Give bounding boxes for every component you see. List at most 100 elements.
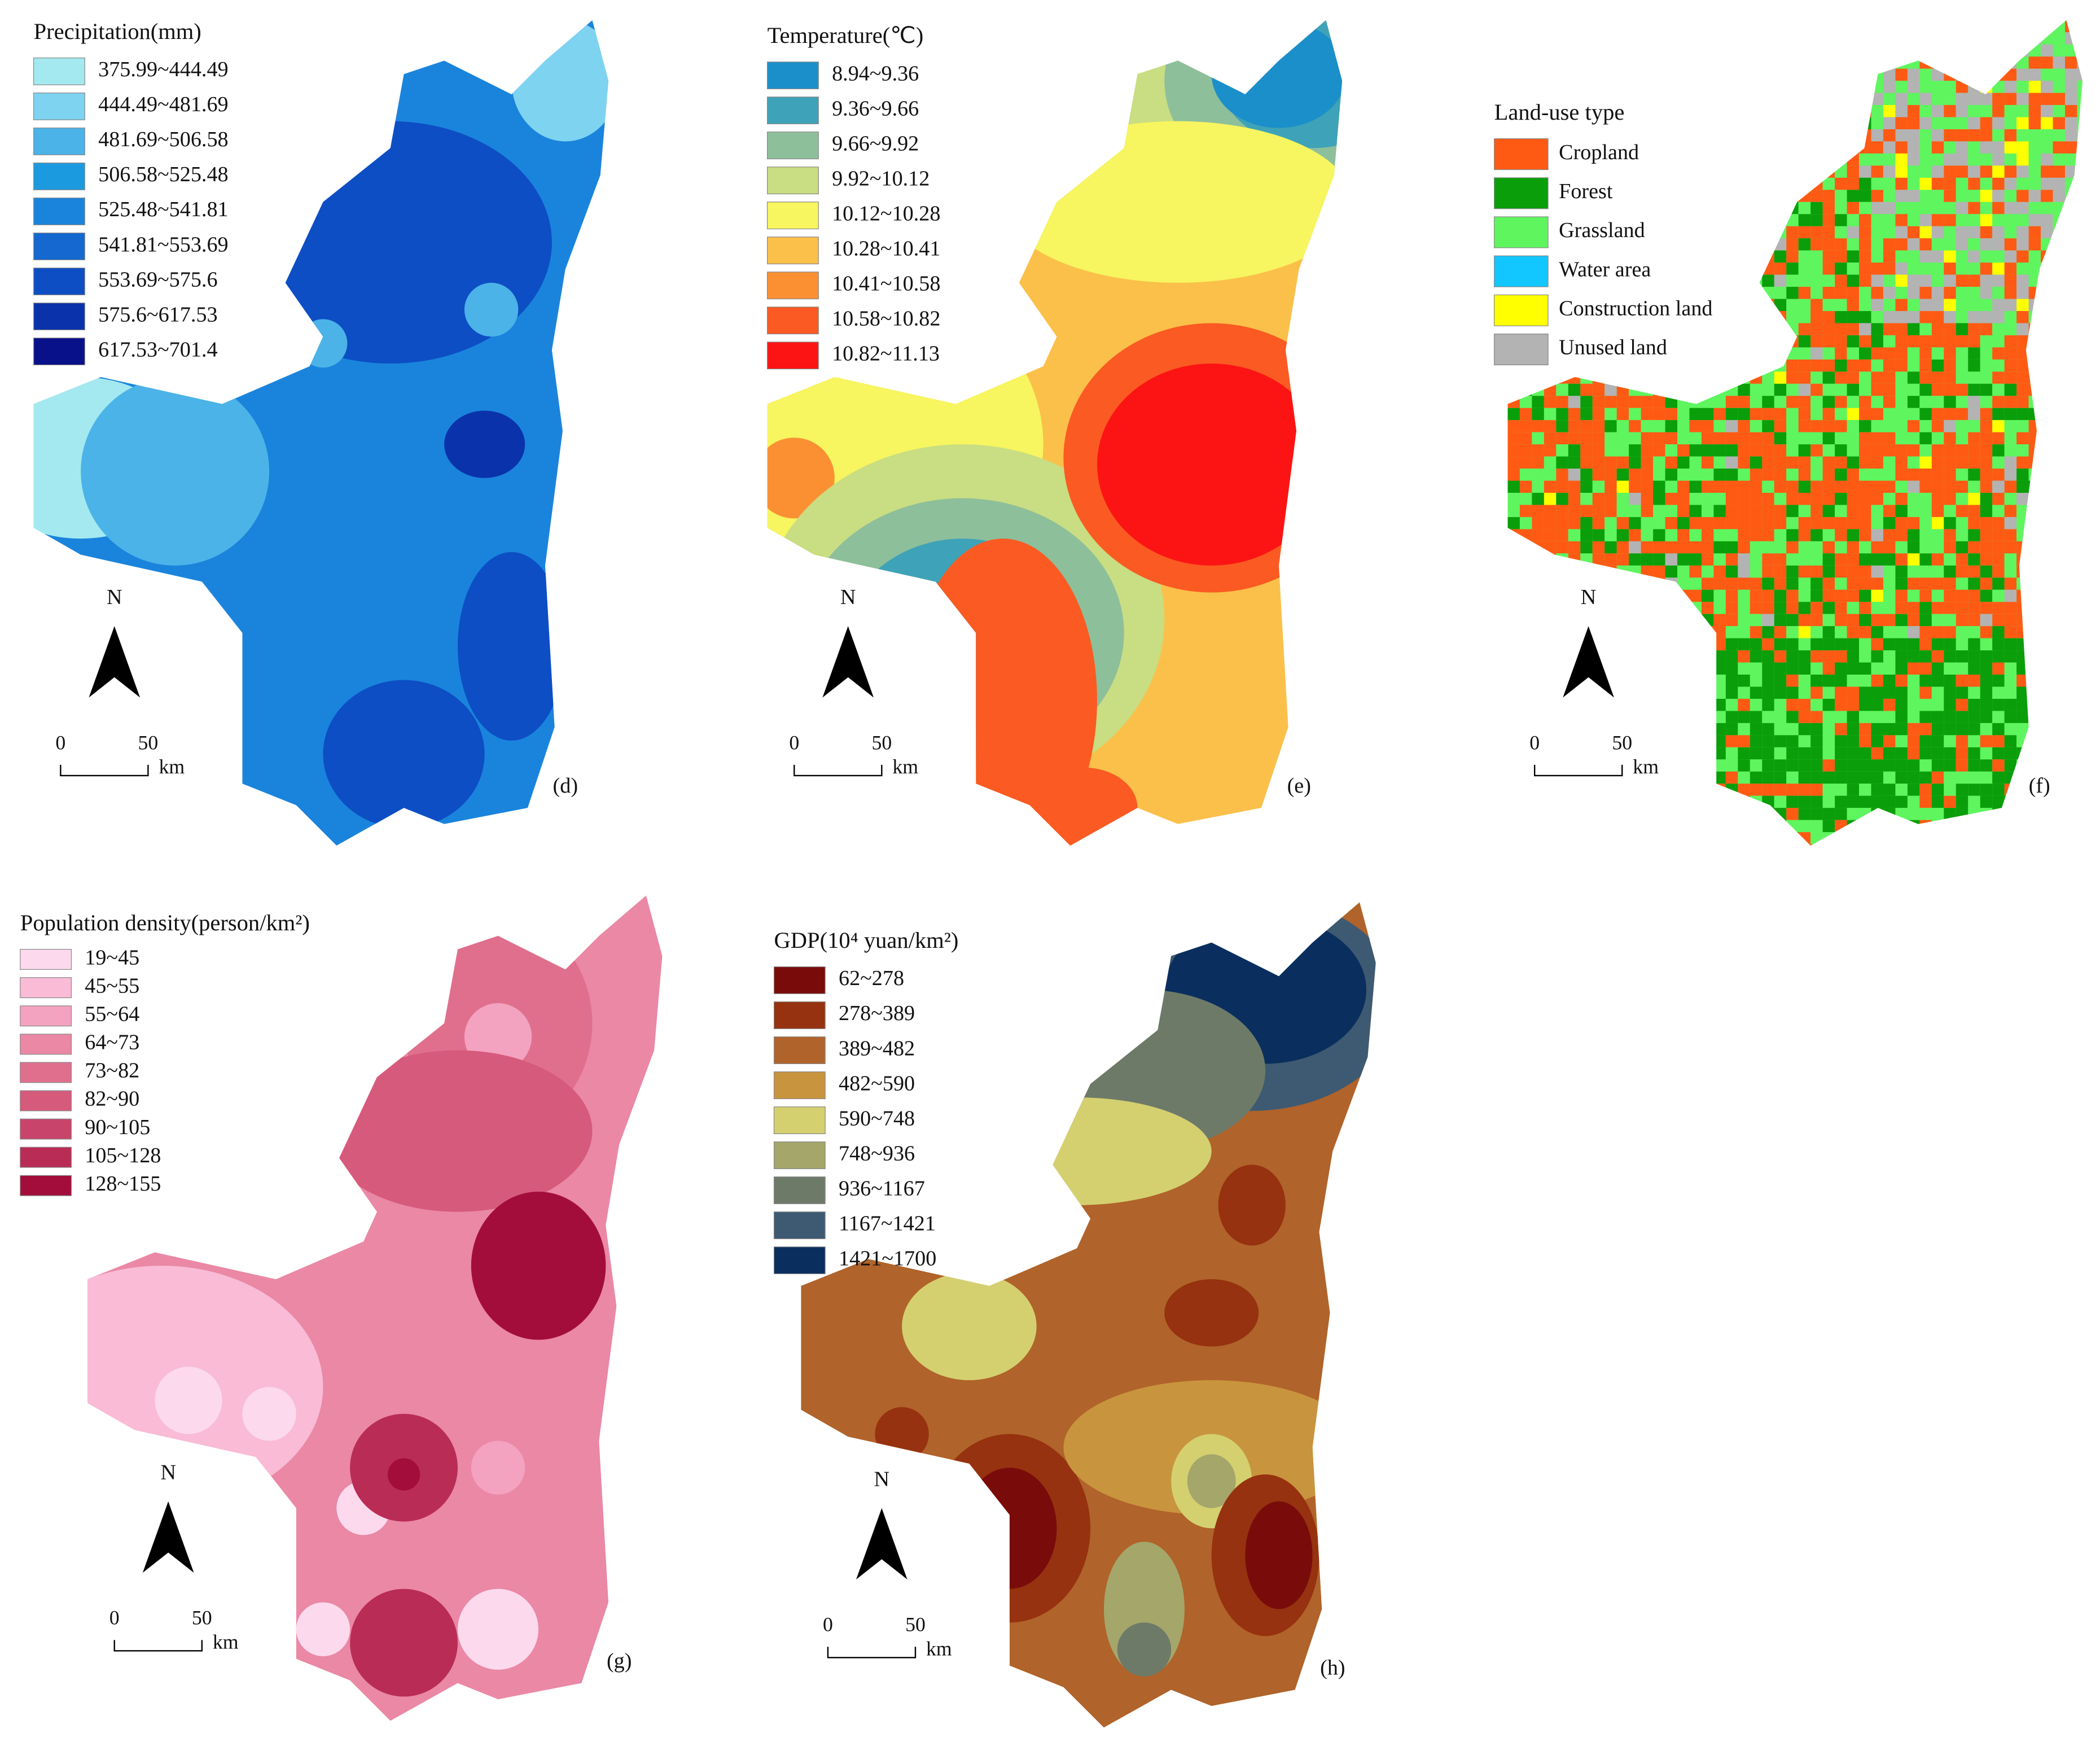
land-cell <box>1592 44 1605 57</box>
land-cell <box>1859 32 1871 45</box>
land-cell <box>1992 529 2005 541</box>
land-cell <box>1725 565 1738 578</box>
land-cell <box>1556 20 1568 33</box>
land-cell <box>1847 371 1860 384</box>
land-cell <box>1592 698 1605 711</box>
land-cell <box>1980 577 1993 590</box>
land-cell <box>2077 480 2083 493</box>
land-cell <box>1822 238 1835 251</box>
land-cell <box>1519 56 1532 69</box>
land-cell <box>1907 771 1920 784</box>
land-cell <box>1532 32 1544 45</box>
land-cell <box>2053 808 2065 820</box>
land-cell <box>1931 844 1944 846</box>
land-cell <box>1931 20 1944 33</box>
land-cell <box>2064 20 2077 33</box>
land-cell <box>1919 202 1932 215</box>
land-cell <box>1883 675 1896 687</box>
land-cell <box>1604 493 1617 505</box>
legend-label: 748~936 <box>839 1141 915 1165</box>
land-cell <box>2077 141 2083 154</box>
land-cell <box>1847 626 1860 638</box>
scale-unit: km <box>1633 755 1659 778</box>
land-cell <box>1701 456 1714 469</box>
land-cell <box>1774 650 1787 663</box>
land-cell <box>1653 844 1665 846</box>
land-cell <box>1871 638 1883 651</box>
land-cell <box>2041 262 2053 275</box>
land-cell <box>1956 784 1969 796</box>
land-cell <box>2004 698 2017 711</box>
land-cell <box>1847 177 1860 190</box>
land-cell <box>2064 844 2077 846</box>
land-cell <box>1847 469 1860 481</box>
land-cell <box>1992 505 2005 517</box>
land-cell <box>1653 190 1665 202</box>
land-cell <box>1568 529 1581 541</box>
land-cell <box>1762 190 1774 202</box>
land-cell <box>1701 480 1714 493</box>
land-cell <box>1725 141 1738 154</box>
land-cell <box>1847 323 1860 335</box>
land-cell <box>1507 480 1520 493</box>
land-cell <box>1580 771 1593 784</box>
land-cell <box>1713 747 1726 760</box>
land-cell <box>1919 396 1932 408</box>
land-cell <box>1810 32 1823 45</box>
land-cell <box>1653 808 1665 820</box>
land-cell <box>1895 371 1908 384</box>
land-cell <box>1871 505 1883 517</box>
land-cell <box>1725 844 1738 846</box>
land-cell <box>1859 844 1871 846</box>
land-cell <box>1665 44 1678 57</box>
land-cell <box>1665 226 1678 239</box>
land-cell <box>1847 287 1860 299</box>
land-cell <box>1859 698 1871 711</box>
land-cell <box>1907 747 1920 760</box>
land-cell <box>1629 396 1641 408</box>
land-cell <box>1907 383 1920 396</box>
land-cell <box>1980 529 1993 541</box>
land-cell <box>2016 626 2029 638</box>
land-cell <box>1968 784 1980 796</box>
land-cell <box>1810 262 1823 275</box>
land-cell <box>1919 844 1932 846</box>
land-cell <box>2016 420 2029 432</box>
land-cell <box>1713 311 1726 323</box>
land-cell <box>1677 383 1690 396</box>
land-cell <box>1701 529 1714 541</box>
land-cell <box>2004 262 2017 275</box>
land-cell <box>1519 68 1532 81</box>
legend-label: Cropland <box>1559 141 1639 164</box>
land-cell <box>2016 662 2029 675</box>
land-cell <box>1980 589 1993 602</box>
land-cell <box>1604 517 1617 530</box>
land-cell <box>1980 323 1993 335</box>
land-cell <box>1992 650 2005 663</box>
land-cell <box>1871 723 1883 736</box>
land-cell <box>2077 662 2083 675</box>
land-cell <box>1931 299 1944 312</box>
land-cell <box>2077 214 2083 226</box>
land-cell <box>1956 153 1969 166</box>
land-cell <box>1883 820 1896 833</box>
land-cell <box>2064 614 2077 627</box>
land-cell <box>2053 287 2065 299</box>
land-cell <box>2016 226 2029 239</box>
land-cell <box>1750 238 1763 251</box>
land-cell <box>1798 808 1811 820</box>
land-cell <box>2077 735 2083 747</box>
land-cell <box>2028 735 2041 747</box>
land-cell <box>1750 335 1763 348</box>
land-cell <box>1822 262 1835 275</box>
land-cell <box>2041 238 2053 251</box>
land-cell <box>1653 553 1665 566</box>
land-cell <box>1786 238 1799 251</box>
land-cell <box>1883 493 1896 505</box>
land-cell <box>1725 686 1738 699</box>
land-cell <box>2041 129 2053 142</box>
land-cell <box>1895 662 1908 675</box>
land-cell <box>1774 141 1787 154</box>
land-cell <box>1822 784 1835 796</box>
land-cell <box>1871 589 1883 602</box>
